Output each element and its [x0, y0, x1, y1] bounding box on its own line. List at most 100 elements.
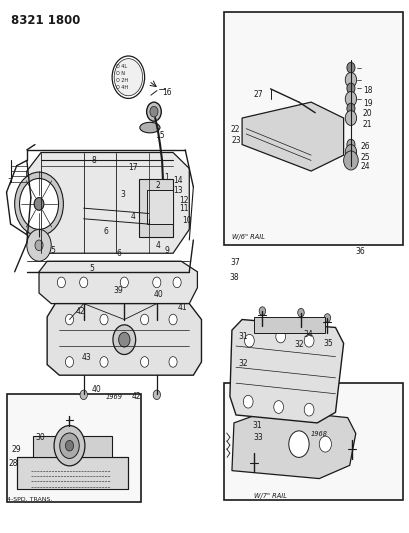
Circle shape — [344, 144, 356, 159]
Circle shape — [34, 198, 44, 211]
Circle shape — [297, 309, 303, 317]
Circle shape — [65, 357, 73, 367]
Circle shape — [153, 390, 160, 400]
Polygon shape — [231, 410, 355, 479]
Text: 41: 41 — [178, 303, 187, 312]
Text: 37: 37 — [229, 258, 239, 266]
Text: 1968: 1968 — [310, 431, 326, 437]
Circle shape — [146, 102, 161, 121]
Circle shape — [275, 330, 285, 343]
Circle shape — [79, 316, 88, 326]
Circle shape — [114, 59, 142, 96]
Text: W/7" RAIL: W/7" RAIL — [254, 493, 287, 499]
Text: 14: 14 — [173, 175, 182, 184]
Text: 11: 11 — [179, 204, 188, 213]
Bar — [33, 436, 112, 457]
Circle shape — [153, 316, 160, 326]
Text: O 4H: O 4H — [116, 85, 128, 90]
Text: 40: 40 — [153, 289, 163, 298]
Circle shape — [346, 103, 354, 114]
Bar — [254, 317, 325, 333]
Text: 4: 4 — [155, 241, 160, 251]
Circle shape — [60, 433, 79, 458]
Circle shape — [112, 56, 144, 99]
Circle shape — [79, 277, 88, 288]
Text: 36: 36 — [355, 247, 365, 256]
Text: 2: 2 — [155, 181, 160, 190]
Bar — [138, 179, 173, 237]
Text: 8321 1800: 8321 1800 — [11, 14, 81, 27]
Circle shape — [140, 314, 148, 325]
Text: 42: 42 — [75, 307, 85, 316]
Text: 1969: 1969 — [106, 394, 123, 400]
Text: 19: 19 — [362, 99, 371, 108]
Circle shape — [15, 172, 63, 236]
Text: 23: 23 — [231, 136, 240, 145]
Text: 13: 13 — [173, 186, 182, 195]
Text: 25: 25 — [360, 153, 369, 162]
Circle shape — [140, 357, 148, 367]
Circle shape — [100, 357, 108, 367]
Circle shape — [346, 62, 354, 73]
Text: 5: 5 — [50, 246, 55, 255]
Circle shape — [258, 307, 265, 316]
Circle shape — [57, 277, 65, 288]
Polygon shape — [27, 152, 189, 253]
Text: 21: 21 — [362, 120, 371, 129]
Circle shape — [303, 334, 313, 347]
Text: O N: O N — [116, 71, 125, 76]
Circle shape — [288, 431, 308, 457]
Text: 39: 39 — [112, 286, 122, 295]
Text: 24: 24 — [360, 163, 369, 171]
Circle shape — [153, 277, 160, 288]
Text: 33: 33 — [253, 433, 263, 442]
Text: 31: 31 — [238, 332, 247, 341]
Text: 32: 32 — [293, 341, 303, 350]
Text: 20: 20 — [362, 109, 371, 118]
Circle shape — [35, 240, 43, 251]
Circle shape — [344, 92, 356, 107]
Polygon shape — [229, 319, 343, 423]
Text: 29: 29 — [11, 445, 21, 454]
Text: 42: 42 — [131, 392, 141, 401]
Text: 9: 9 — [164, 246, 169, 255]
Text: 28: 28 — [9, 459, 18, 469]
Circle shape — [343, 151, 357, 170]
Circle shape — [346, 139, 354, 150]
Circle shape — [169, 314, 177, 325]
Text: 10: 10 — [182, 216, 191, 225]
Text: 12: 12 — [179, 196, 188, 205]
Circle shape — [244, 334, 254, 347]
Bar — [17, 457, 128, 489]
Text: 15: 15 — [154, 131, 164, 140]
Circle shape — [100, 314, 108, 325]
Circle shape — [344, 72, 356, 87]
Text: O 2H: O 2H — [116, 78, 128, 83]
Text: 6: 6 — [116, 249, 121, 258]
Circle shape — [150, 107, 157, 117]
Text: 4-SPD. TRANS.: 4-SPD. TRANS. — [7, 497, 53, 502]
Text: 7: 7 — [7, 178, 12, 187]
Text: 27: 27 — [253, 90, 263, 99]
Text: 26: 26 — [360, 142, 369, 151]
Text: 35: 35 — [323, 339, 332, 348]
Text: 31: 31 — [252, 421, 261, 430]
Circle shape — [112, 325, 135, 354]
Circle shape — [303, 403, 313, 416]
Text: 4: 4 — [130, 212, 135, 221]
Circle shape — [120, 277, 128, 288]
Text: 38: 38 — [229, 272, 238, 281]
Circle shape — [120, 316, 128, 326]
Text: 16: 16 — [162, 88, 171, 97]
Polygon shape — [241, 102, 343, 171]
Circle shape — [80, 390, 87, 400]
Bar — [146, 190, 173, 224]
Text: 18: 18 — [362, 86, 371, 95]
Circle shape — [65, 440, 73, 451]
Circle shape — [344, 111, 356, 125]
Text: W/6" RAIL: W/6" RAIL — [231, 235, 264, 240]
Circle shape — [273, 401, 283, 414]
Circle shape — [173, 277, 181, 288]
Bar — [223, 12, 402, 245]
Text: O 4L: O 4L — [116, 64, 127, 69]
